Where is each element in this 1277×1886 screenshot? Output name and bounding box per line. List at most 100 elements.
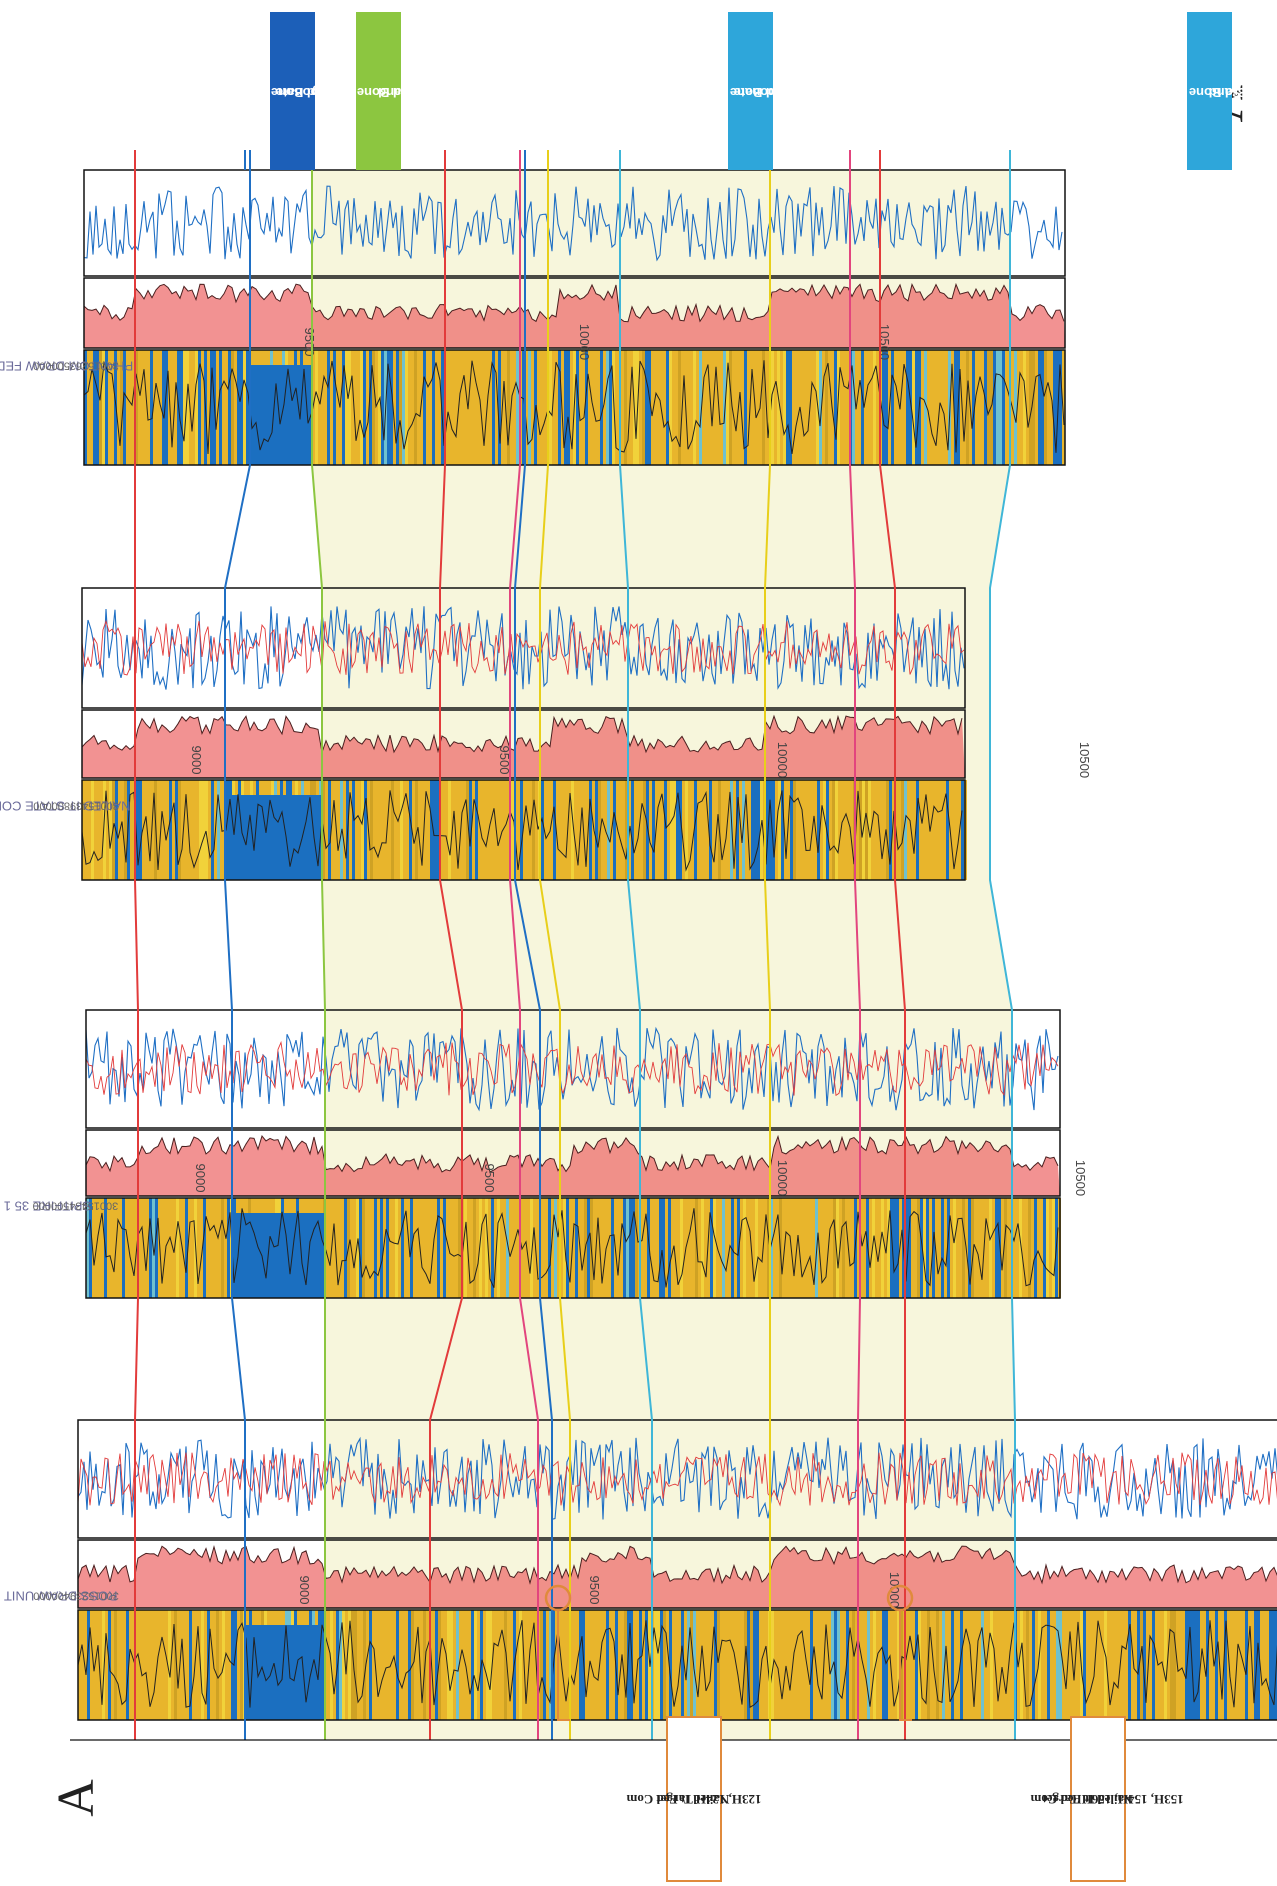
lithology-sample (844, 780, 847, 880)
lithology-sample (131, 1198, 134, 1298)
lithology-sample (995, 1198, 998, 1298)
well-uwi: 30015239400000 (32, 1589, 119, 1602)
lithology-sample (869, 1198, 872, 1298)
lithology-sample (528, 350, 531, 465)
lithology-sample (1236, 1610, 1239, 1720)
lithology-sample (414, 350, 417, 465)
lithology-sample (993, 1610, 996, 1720)
lithology-sample (689, 1198, 692, 1298)
lithology-sample (621, 350, 624, 465)
lithology-sample (138, 350, 141, 465)
lithology-sample (1131, 1610, 1134, 1720)
lithology-sample (846, 350, 849, 465)
lithology-sample (930, 1610, 933, 1720)
depth-label: 9500 (302, 328, 317, 357)
lithology-sample (552, 350, 555, 465)
lithology-sample (176, 1198, 179, 1298)
lithology-sample (550, 780, 553, 880)
lithology-sample (90, 1610, 93, 1720)
lithology-sample (1002, 1610, 1005, 1720)
lithology-sample (225, 1610, 228, 1720)
lithology-sample (87, 1610, 90, 1720)
lithology-sample (706, 780, 709, 880)
lithology-sample (645, 1610, 648, 1720)
lithology-sample (913, 780, 916, 880)
lithology-sample (692, 1198, 695, 1298)
lithology-sample (840, 1610, 843, 1720)
lithology-sample (507, 350, 510, 465)
lithology-sample (186, 1610, 189, 1720)
track-frame (81, 779, 966, 881)
lithology-sample (933, 1610, 936, 1720)
lithology-sample (511, 780, 514, 880)
lithology-sample (138, 1610, 141, 1720)
lithology-sample (959, 1198, 962, 1298)
lithology-sample (353, 1198, 356, 1298)
depth-label: 9500 (497, 746, 512, 775)
lithology-sample (359, 1198, 362, 1298)
lithology-sample (698, 1198, 701, 1298)
lithology-sample (923, 1198, 926, 1298)
lithology-sample (558, 1610, 561, 1720)
lithology-sample (666, 350, 669, 465)
lithology-sample (424, 780, 427, 880)
lithology-sample (542, 1198, 545, 1298)
lithology-sample (749, 1198, 752, 1298)
lithology-sample (1107, 1610, 1110, 1720)
lithology-sample (714, 350, 717, 465)
lithology-sample (777, 350, 780, 465)
lithology-sample (678, 350, 681, 465)
well-uwi: 30015263500000 (32, 359, 119, 372)
lithology-sample (825, 1610, 828, 1720)
lithology-sample (196, 780, 199, 880)
lithology-sample (822, 350, 825, 465)
lithology-sample (113, 1198, 116, 1298)
lithology-sample (943, 780, 946, 880)
lithology-sample (481, 780, 484, 880)
lithology-sample (924, 350, 927, 465)
lithology-sample (654, 350, 657, 465)
lithology-sample (342, 350, 345, 465)
lithology-sample (366, 350, 369, 465)
lithology-sample (475, 780, 478, 880)
lithology-sample (665, 1198, 668, 1298)
lithology-sample (797, 1198, 800, 1298)
lithology-sample (162, 1610, 165, 1720)
resistivity-curve-shallow (77, 1452, 1277, 1507)
lithology-sample (547, 780, 550, 880)
lithology-sample (600, 1610, 603, 1720)
lithology-sample (603, 350, 606, 465)
lithology-sample (189, 1610, 192, 1720)
lithology-sample (556, 780, 559, 880)
lithology-sample (864, 350, 867, 465)
lithology-sample (774, 1610, 777, 1720)
lithology-sample (492, 350, 495, 465)
lithology-sample (1016, 1198, 1019, 1298)
lithology-sample (805, 780, 808, 880)
lithology-sample (360, 1610, 363, 1720)
lithology-sample (447, 1610, 450, 1720)
lithology-sample (540, 350, 543, 465)
lithology-sample (447, 350, 450, 465)
lithology-sample (891, 350, 894, 465)
lithology-sample (81, 1610, 84, 1720)
lithology-sample (589, 780, 592, 880)
lithology-sample (1022, 1198, 1025, 1298)
lithology-sample (422, 1198, 425, 1298)
lithology-sample (331, 780, 334, 880)
lithology-sample (901, 780, 904, 880)
lithology-sample (966, 1610, 969, 1720)
lithology-sample (642, 1610, 645, 1720)
lithology-sample (199, 780, 202, 880)
lithology-sample (898, 780, 901, 880)
lithology-sample (828, 350, 831, 465)
lithology-sample (932, 1198, 935, 1298)
target-label-153h-154h-156h: Nailed It Fed Com 153H, 154H, 156H Target (1031, 1716, 1184, 1882)
lithology-sample (90, 350, 93, 465)
track-frame (81, 587, 966, 709)
lithology-sample (707, 1198, 710, 1298)
lithology-sample (498, 350, 501, 465)
lithology-sample (462, 1610, 465, 1720)
lithology-sample (1227, 1610, 1230, 1720)
lithology-sample (215, 1198, 218, 1298)
